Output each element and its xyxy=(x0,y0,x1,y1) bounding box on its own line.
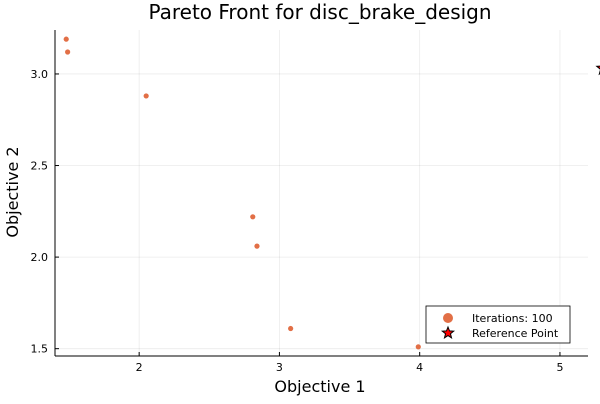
data-point xyxy=(250,214,255,219)
legend-circle-icon xyxy=(443,313,453,323)
data-point xyxy=(416,344,421,349)
x-tick-label: 5 xyxy=(556,361,563,374)
data-point xyxy=(65,49,70,54)
data-point xyxy=(288,326,293,331)
y-tick-label: 2.0 xyxy=(31,251,49,264)
legend-label: Iterations: 100 xyxy=(472,312,553,325)
y-tick-label: 2.5 xyxy=(31,160,49,173)
x-tick-label: 4 xyxy=(416,361,423,374)
data-point xyxy=(64,37,69,42)
y-axis-title: Objective 2 xyxy=(3,146,22,237)
x-tick-label: 3 xyxy=(276,361,283,374)
legend-label: Reference Point xyxy=(472,327,559,340)
x-axis-title: Objective 1 xyxy=(274,377,365,396)
data-point xyxy=(254,244,259,249)
y-tick-label: 3.0 xyxy=(31,68,49,81)
data-point xyxy=(144,93,149,98)
x-tick-label: 2 xyxy=(136,361,143,374)
y-tick-label: 1.5 xyxy=(31,343,49,356)
legend: Iterations: 100 Reference Point xyxy=(426,306,570,343)
chart-title: Pareto Front for disc_brake_design xyxy=(148,0,491,24)
